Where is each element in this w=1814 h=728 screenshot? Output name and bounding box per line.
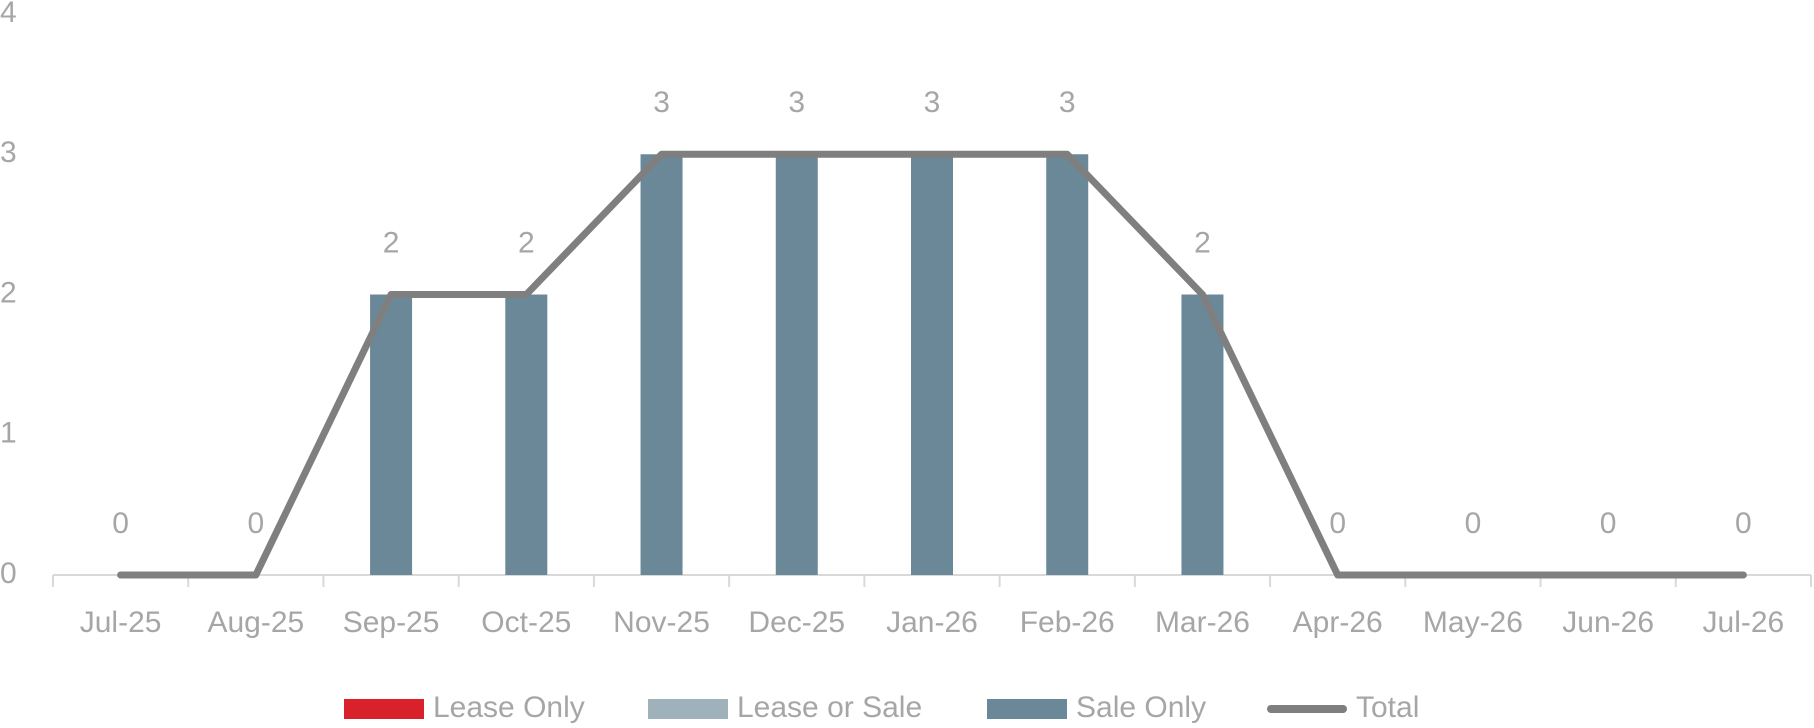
legend-label: Sale Only <box>1076 691 1206 724</box>
data-label: 0 <box>1735 507 1752 540</box>
data-label: 0 <box>1329 507 1346 540</box>
bar <box>640 154 683 575</box>
data-label: 2 <box>383 226 400 259</box>
legend-label: Lease Only <box>433 691 585 724</box>
x-tick-label: Jan-26 <box>886 606 978 639</box>
y-tick-label: 0 <box>0 557 17 590</box>
x-tick-label: May-26 <box>1423 606 1523 639</box>
legend-label: Lease or Sale <box>737 691 922 724</box>
x-tick-label: Jun-26 <box>1562 606 1654 639</box>
data-label: 3 <box>653 86 670 119</box>
legend-swatch <box>987 699 1067 719</box>
x-tick-label: Oct-25 <box>481 606 571 639</box>
total-line <box>117 150 1747 579</box>
data-label: 0 <box>1465 507 1482 540</box>
bar <box>1181 294 1224 575</box>
legend-swatch <box>648 699 728 719</box>
data-label: 3 <box>924 86 941 119</box>
x-tick-label: Sep-25 <box>343 606 440 639</box>
y-tick-label: 1 <box>0 417 17 450</box>
bar <box>370 294 413 575</box>
data-label: 2 <box>1194 226 1211 259</box>
x-tick-label: Jul-26 <box>1703 606 1785 639</box>
x-tick-label: Apr-26 <box>1293 606 1383 639</box>
y-tick-label: 4 <box>0 0 17 29</box>
x-tick-label: Aug-25 <box>207 606 304 639</box>
x-tick-label: Nov-25 <box>613 606 710 639</box>
data-label: 3 <box>1059 86 1076 119</box>
x-tick-label: Jul-25 <box>80 606 162 639</box>
bar <box>1046 154 1089 575</box>
bar <box>911 154 953 575</box>
y-tick-label: 2 <box>0 276 17 309</box>
x-tick-label: Feb-26 <box>1020 606 1115 639</box>
data-label: 3 <box>788 86 805 119</box>
bar <box>775 154 818 575</box>
legend-label: Total <box>1356 691 1419 724</box>
data-label: 0 <box>112 507 129 540</box>
y-tick-label: 3 <box>0 136 17 169</box>
data-label: 0 <box>1600 507 1617 540</box>
bar <box>505 294 548 575</box>
x-tick-label: Dec-25 <box>748 606 845 639</box>
x-tick-label: Mar-26 <box>1155 606 1250 639</box>
data-label: 0 <box>248 507 265 540</box>
data-label: 2 <box>518 226 535 259</box>
legend-swatch <box>344 699 424 719</box>
